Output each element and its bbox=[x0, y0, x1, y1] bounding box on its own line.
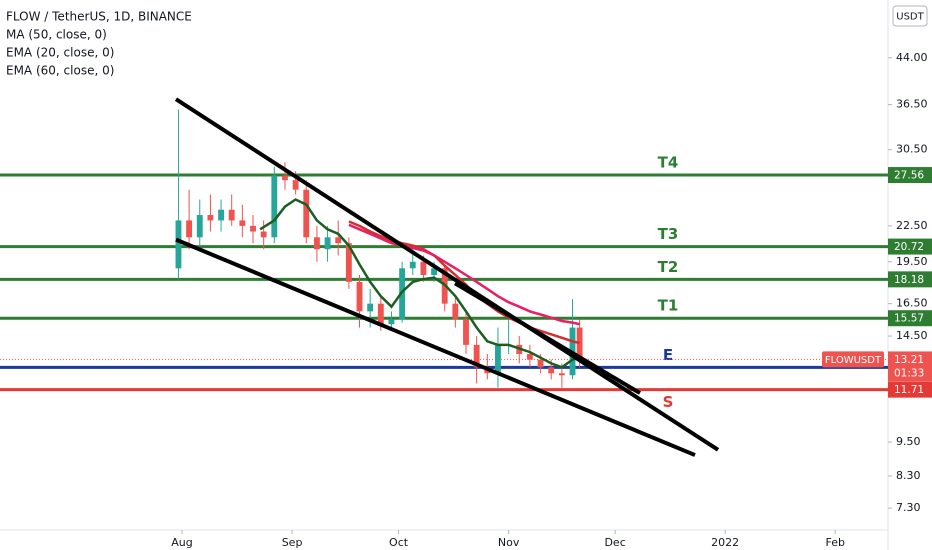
candle-body bbox=[282, 175, 288, 181]
candle-body bbox=[175, 220, 182, 269]
unit-label[interactable]: USDT bbox=[896, 12, 924, 23]
y-tick-label: 8.30 bbox=[896, 469, 921, 482]
candle-body bbox=[452, 303, 459, 320]
indicator-line bbox=[348, 223, 580, 326]
candle-body bbox=[271, 175, 278, 238]
candle-body bbox=[367, 303, 374, 312]
price-tag-label: 15.57 bbox=[894, 313, 924, 325]
candle-body bbox=[463, 319, 469, 345]
candle-body bbox=[196, 215, 203, 238]
level-label: E bbox=[663, 346, 673, 364]
candle-body bbox=[218, 209, 224, 221]
y-tick-label: 44.00 bbox=[896, 51, 928, 64]
plot: T4 T3 T2 T1 E S bbox=[0, 97, 888, 457]
level-label: T1 bbox=[658, 297, 679, 315]
unit-button[interactable] bbox=[892, 5, 928, 27]
candle-body bbox=[431, 268, 437, 275]
price-tag bbox=[888, 381, 932, 398]
symbol-tag bbox=[822, 351, 884, 368]
candle-body bbox=[313, 237, 320, 250]
countdown-label: 01:33 bbox=[894, 367, 924, 379]
candle-body bbox=[345, 243, 352, 282]
candle-body bbox=[548, 367, 555, 374]
candle-body bbox=[324, 237, 331, 250]
trendline bbox=[174, 97, 720, 452]
x-tick-label: Nov bbox=[498, 536, 520, 549]
candle-body bbox=[260, 231, 267, 238]
price-tag-label: 20.72 bbox=[894, 241, 924, 253]
y-tick-label: 36.50 bbox=[896, 98, 928, 111]
price-tag-label: 27.56 bbox=[894, 170, 924, 182]
price-tag-label: 11.71 bbox=[894, 384, 924, 396]
candle-body bbox=[356, 281, 363, 312]
candle-body bbox=[303, 189, 310, 238]
price-tag bbox=[888, 310, 932, 327]
price-tag bbox=[888, 238, 932, 255]
level-label: S bbox=[663, 393, 674, 411]
indicator-line bbox=[259, 198, 580, 369]
x-tick-label: Feb bbox=[825, 536, 844, 549]
indicator-legend: MA (50, close, 0) bbox=[6, 28, 107, 42]
candle-body bbox=[250, 225, 256, 232]
x-tick-label: Sep bbox=[282, 536, 303, 549]
candle-body bbox=[537, 359, 544, 368]
candle-body bbox=[228, 209, 235, 221]
price-tag-label: 13.21 bbox=[894, 354, 924, 366]
x-tick-label: 2022 bbox=[711, 536, 739, 549]
candle-body bbox=[409, 261, 416, 269]
level-label: T2 bbox=[658, 258, 679, 276]
price-tag-label: 18.18 bbox=[894, 274, 924, 286]
trendline bbox=[175, 237, 696, 457]
trendline bbox=[453, 281, 641, 395]
x-tick-label: Dec bbox=[604, 536, 625, 549]
y-tick-label: 16.50 bbox=[896, 297, 928, 310]
candle-body bbox=[186, 220, 193, 238]
x-tick-label: Aug bbox=[171, 536, 192, 549]
candle-body bbox=[558, 373, 565, 376]
candle-body bbox=[335, 237, 342, 244]
y-tick-label: 19.50 bbox=[896, 255, 928, 268]
candle-body bbox=[239, 220, 246, 226]
candle-body bbox=[388, 319, 395, 325]
price-tag bbox=[888, 167, 932, 184]
candle-body bbox=[473, 344, 480, 368]
level-label: T3 bbox=[658, 225, 679, 243]
y-tick-label: 22.50 bbox=[896, 219, 928, 232]
candle-body bbox=[292, 180, 299, 190]
symbol-tag-label: FLOWUSDT bbox=[825, 355, 882, 366]
indicator-legend: EMA (60, close, 0) bbox=[6, 64, 114, 78]
candle-body bbox=[420, 261, 427, 275]
y-tick-label: 9.50 bbox=[896, 435, 921, 448]
symbol-title: FLOW / TetherUS, 1D, BINANCE bbox=[6, 10, 192, 24]
x-tick-label: Oct bbox=[389, 536, 409, 549]
indicator-legend: EMA (20, close, 0) bbox=[6, 46, 114, 60]
level-label: T4 bbox=[658, 154, 679, 172]
candle-body bbox=[207, 215, 214, 221]
y-tick-label: 14.50 bbox=[896, 329, 928, 342]
candle-body bbox=[576, 327, 583, 360]
price-tag bbox=[888, 351, 932, 382]
y-tick-label: 30.50 bbox=[896, 143, 928, 156]
candle-body bbox=[377, 303, 384, 325]
y-tick-label: 7.30 bbox=[896, 501, 921, 514]
candle-body bbox=[495, 344, 501, 374]
price-tag bbox=[888, 271, 932, 288]
candle-body bbox=[526, 353, 533, 360]
